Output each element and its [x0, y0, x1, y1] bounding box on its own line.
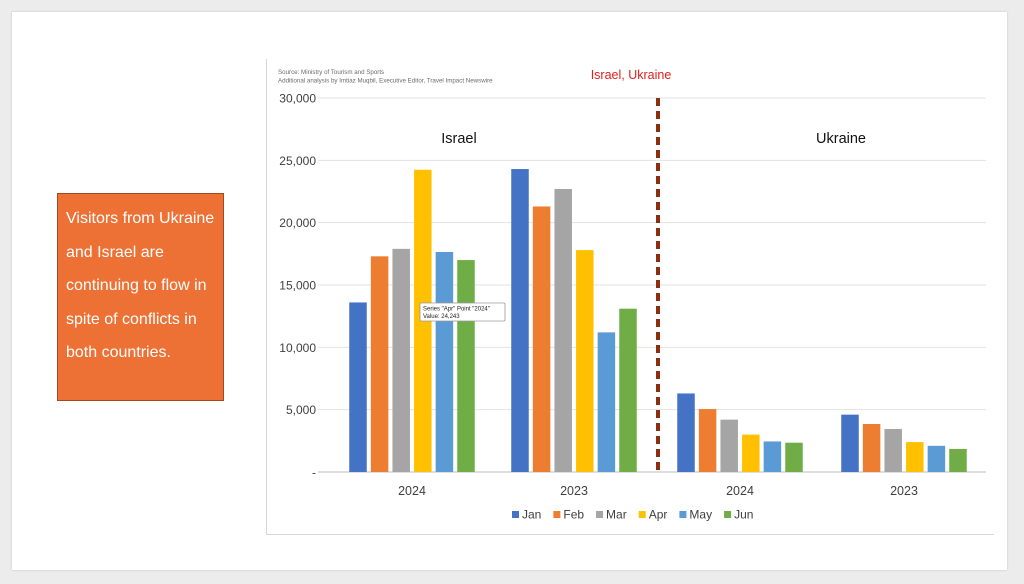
bar-may	[927, 445, 946, 472]
y-tick-label: -	[312, 466, 316, 480]
bar-jan	[511, 169, 529, 472]
bar-jan	[677, 393, 695, 472]
bar-jun	[949, 448, 967, 472]
bar-feb	[532, 206, 551, 472]
bar-may	[597, 332, 616, 472]
legend-swatch-jun	[724, 511, 732, 518]
legend-swatch-may	[679, 511, 687, 518]
legend-label-may: May	[689, 508, 712, 522]
tooltip-line: Series "Apr" Point "2024"	[423, 307, 490, 313]
divider-label: Israel, Ukraine	[591, 68, 672, 82]
y-tick-label: 20,000	[279, 216, 316, 230]
x-tick-label: 2024	[398, 484, 426, 498]
tooltip-box	[419, 302, 506, 322]
chart-frame	[266, 59, 994, 535]
y-tick-label: 15,000	[279, 279, 316, 293]
legend-label-jun: Jun	[734, 508, 753, 522]
source-line: Additional analysis by Imtiaz Muqbil, Ex…	[278, 78, 493, 85]
callout-box: Visitors from Ukraine and Israel are con…	[57, 193, 224, 401]
bar-mar	[720, 419, 738, 472]
bar-feb	[862, 424, 881, 472]
y-tick-label: 5,000	[286, 403, 316, 417]
bar-may	[435, 251, 454, 472]
y-tick-label: 10,000	[279, 341, 316, 355]
legend-label-mar: Mar	[606, 508, 627, 522]
legend-label-feb: Feb	[563, 508, 584, 522]
callout-text: Visitors from Ukraine and Israel are con…	[66, 210, 215, 362]
bar-mar	[554, 189, 572, 473]
bar-feb	[370, 256, 389, 472]
group-label: Israel	[441, 131, 476, 147]
legend-label-apr: Apr	[649, 508, 668, 522]
x-tick-label: 2024	[726, 484, 754, 498]
bar-apr	[742, 434, 760, 472]
x-tick-label: 2023	[560, 484, 588, 498]
x-tick-label: 2023	[890, 484, 918, 498]
legend-swatch-apr	[638, 511, 646, 518]
bar-jun	[619, 308, 637, 472]
source-line: Source: Ministry of Tourism and Sports	[278, 69, 384, 76]
bar-jun	[785, 442, 803, 472]
y-tick-label: 30,000	[279, 92, 316, 106]
legend-swatch-feb	[553, 511, 561, 518]
bar-mar	[392, 248, 410, 472]
y-tick-label: 25,000	[279, 154, 316, 168]
tooltip-line: Value: 24,243	[423, 314, 460, 320]
bar-mar	[884, 428, 902, 472]
bar-jan	[841, 414, 859, 472]
bar-jun	[457, 260, 475, 472]
legend-label-jan: Jan	[522, 508, 541, 522]
bar-apr	[906, 442, 924, 472]
bar-feb	[698, 409, 717, 472]
group-label: Ukraine	[816, 131, 866, 147]
legend-swatch-jan	[512, 511, 519, 518]
legend-swatch-mar	[596, 511, 604, 518]
bar-apr	[576, 250, 594, 472]
bar-may	[763, 441, 782, 472]
bar-jan	[349, 302, 367, 472]
